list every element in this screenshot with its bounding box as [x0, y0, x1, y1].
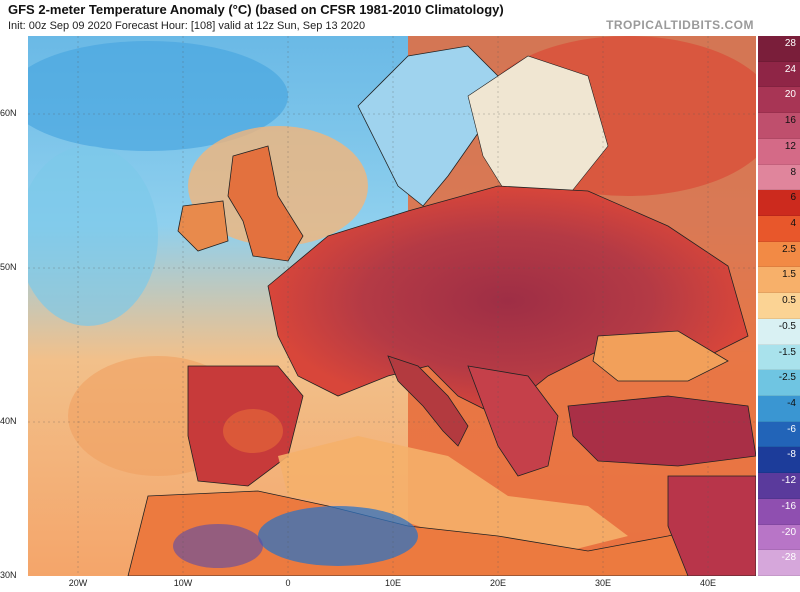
- color-scale-label: 4: [790, 218, 796, 229]
- atlas-cold-anomaly: [173, 524, 263, 568]
- mediterranean-sea: [278, 436, 628, 556]
- color-scale-label: 28: [784, 38, 796, 49]
- color-scale-label: 8: [790, 166, 796, 178]
- black-sea: [592, 330, 729, 382]
- graticule: [28, 36, 756, 576]
- color-scale-step: 8: [758, 164, 800, 191]
- color-scale-label: -28: [781, 552, 796, 564]
- atlantic-cool-anomaly-west: [28, 146, 158, 326]
- color-scale-step: 6: [758, 190, 800, 216]
- color-scale-legend: 28 24 20 16 12 8 6 4 2.5 1.5 0.5 -0.5 -1.5 -2.5 -4 -6 -8…: [758, 36, 800, 576]
- color-scale-step: 0.5: [758, 293, 800, 319]
- color-scale-label: -2.5: [778, 372, 796, 384]
- color-scale-label: -1.5: [778, 346, 796, 358]
- lon-label-20e: 20E: [489, 578, 506, 588]
- map-canvas: [28, 36, 756, 576]
- color-scale-step: 12: [758, 138, 800, 165]
- color-scale-step: -8: [758, 447, 800, 474]
- color-scale-label: 0.5: [782, 295, 796, 307]
- color-scale-label: -20: [781, 526, 796, 538]
- color-scale-label: 20: [784, 89, 796, 101]
- color-scale-step: -1.5: [758, 344, 800, 371]
- color-scale-label: 6: [790, 192, 796, 204]
- turkey-land: [567, 395, 756, 467]
- map-title: GFS 2-meter Temperature Anomaly (°C) (ba…: [8, 2, 504, 17]
- lon-label-20w: 20W: [68, 578, 88, 588]
- color-scale-label: -0.5: [778, 320, 796, 332]
- anomaly-map[interactable]: [28, 36, 756, 576]
- lat-label-60n: 60N: [0, 108, 17, 118]
- color-scale-label: 2.5: [782, 243, 796, 255]
- color-scale-step: -20: [758, 524, 800, 551]
- africa-cool-anomaly: [258, 506, 418, 566]
- color-scale-step: 24: [758, 61, 800, 88]
- map-subtitle: Init: 00z Sep 09 2020 Forecast Hour: [10…: [8, 20, 366, 32]
- color-scale-label: -8: [787, 449, 796, 461]
- lon-label-40e: 40E: [699, 578, 716, 588]
- color-scale-label: 16: [784, 115, 796, 127]
- color-scale-label: -16: [781, 500, 796, 512]
- color-scale-label: -12: [781, 475, 796, 487]
- color-scale-step: 2.5: [758, 241, 800, 268]
- color-scale-step: -0.5: [758, 318, 800, 345]
- lat-label-30n: 30N: [0, 570, 17, 580]
- color-scale-step: 28: [758, 36, 800, 62]
- brand-watermark: TROPICALTIDBITS.COM: [606, 18, 754, 32]
- color-scale-label: 24: [784, 63, 796, 75]
- balkans-land: [467, 365, 559, 477]
- atlantic-cool-anomaly: [28, 41, 288, 151]
- color-scale-step: 4: [758, 216, 800, 242]
- color-scale-step: -16: [758, 498, 800, 525]
- lon-label-10e: 10E: [384, 578, 401, 588]
- middle-east-land: [667, 475, 756, 576]
- color-scale-label: -6: [787, 423, 796, 435]
- color-scale-step: -2.5: [758, 370, 800, 396]
- color-scale-step: -4: [758, 396, 800, 422]
- lat-label-50n: 50N: [0, 262, 17, 272]
- color-scale-label: 12: [784, 140, 796, 152]
- color-scale-label: -4: [787, 398, 796, 409]
- lat-label-40n: 40N: [0, 416, 17, 426]
- lon-label-0: 0: [285, 578, 291, 588]
- header-bar: GFS 2-meter Temperature Anomaly (°C) (ba…: [0, 0, 800, 36]
- color-scale-label: 1.5: [782, 269, 796, 281]
- ireland-land: [177, 200, 229, 252]
- color-scale-step: -12: [758, 473, 800, 499]
- color-scale-step: -28: [758, 550, 800, 576]
- color-scale-step: 16: [758, 113, 800, 139]
- lon-label-10w: 10W: [173, 578, 193, 588]
- lon-label-30e: 30E: [594, 578, 611, 588]
- color-scale-step: 1.5: [758, 267, 800, 294]
- iberia-interior-anomaly: [223, 409, 283, 453]
- italy-land: [387, 355, 469, 447]
- color-scale-step: -6: [758, 421, 800, 448]
- finland-neutral-region: [467, 55, 609, 197]
- color-scale-step: 20: [758, 87, 800, 114]
